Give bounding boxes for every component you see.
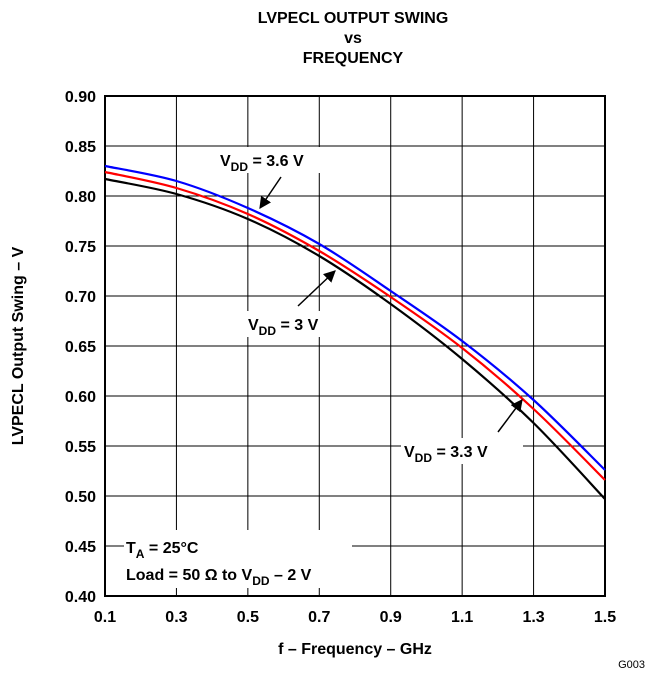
y-tick-label: 0.60 [65,389,96,406]
label-vdd33-sub: DD [415,451,433,465]
label-load-rest: – 2 V [270,567,312,584]
label-vdd3-sub: DD [259,324,277,338]
x-tick-label: 1.3 [522,609,544,626]
label-vdd3-base: V [248,317,259,334]
series-group [104,164,606,500]
y-tick-label: 0.75 [65,239,96,256]
label-vdd36-rest: = 3.6 V [248,153,304,170]
x-tick-label: 0.7 [308,609,330,626]
y-tick-label: 0.45 [65,539,96,556]
label-vdd3-rest: = 3 V [276,317,319,334]
series-line-1 [104,164,606,471]
y-axis-label: LVPECL Output Swing – V [10,246,27,445]
x-tick-label: 0.9 [380,609,402,626]
label-bg-vdd33 [401,438,523,464]
label-vdd36: VDD = 3.6 V [220,153,304,174]
x-tick-label: 1.5 [594,609,616,626]
chart-title-line-3: FREQUENCY [303,50,404,67]
x-tick-label: 0.5 [237,609,259,626]
label-vdd36-base: V [220,153,231,170]
x-tick-label: 0.1 [94,609,116,626]
label-ta-rest: = 25°C [144,540,198,557]
series-line-3 [104,177,606,500]
label-vdd33-rest: = 3.3 V [432,444,488,461]
label-bg-vdd36 [218,147,344,173]
label-vdd3: VDD = 3 V [248,317,319,338]
label-vdd36-sub: DD [231,160,249,174]
label-bg-vdd3 [246,311,338,337]
y-tick-label: 0.55 [65,439,96,456]
label-ta-sub: A [136,547,145,561]
chart-title-line-2: vs [344,30,362,47]
y-tick-label: 0.80 [65,189,96,206]
grid [104,95,606,597]
x-tick-labels: 0.1 0.3 0.5 0.7 0.9 1.1 1.3 1.5 [94,609,616,626]
x-tick-label: 1.1 [451,609,473,626]
label-ta-base: T [126,540,136,557]
y-tick-label: 0.50 [65,489,96,506]
figure-id: G003 [618,659,645,671]
label-bg-conditions [124,530,352,588]
y-tick-label: 0.65 [65,339,96,356]
label-ta: TA = 25°C [126,540,199,561]
plot-frame [104,95,606,597]
y-tick-label: 0.40 [65,589,96,606]
y-tick-label: 0.90 [65,89,96,106]
arrow-vdd3 [297,270,336,307]
label-vdd33: VDD = 3.3 V [404,444,488,465]
y-tick-label: 0.85 [65,139,96,156]
arrow-vdd33 [497,399,523,433]
series-line-2 [104,170,606,481]
arrow-vdd36 [259,176,282,209]
x-axis-label: f – Frequency – GHz [278,641,432,658]
y-tick-label: 0.70 [65,289,96,306]
label-load-base: Load = 50 Ω to V [126,567,253,584]
label-vdd33-base: V [404,444,415,461]
label-load-sub: DD [252,574,270,588]
label-load: Load = 50 Ω to VDD – 2 V [126,567,312,588]
chart-title-line-1: LVPECL OUTPUT SWING [258,10,449,27]
x-tick-label: 0.3 [165,609,187,626]
y-tick-labels: 0.40 0.45 0.50 0.55 0.60 0.65 0.70 0.75 0.80 0.85… [65,89,96,606]
